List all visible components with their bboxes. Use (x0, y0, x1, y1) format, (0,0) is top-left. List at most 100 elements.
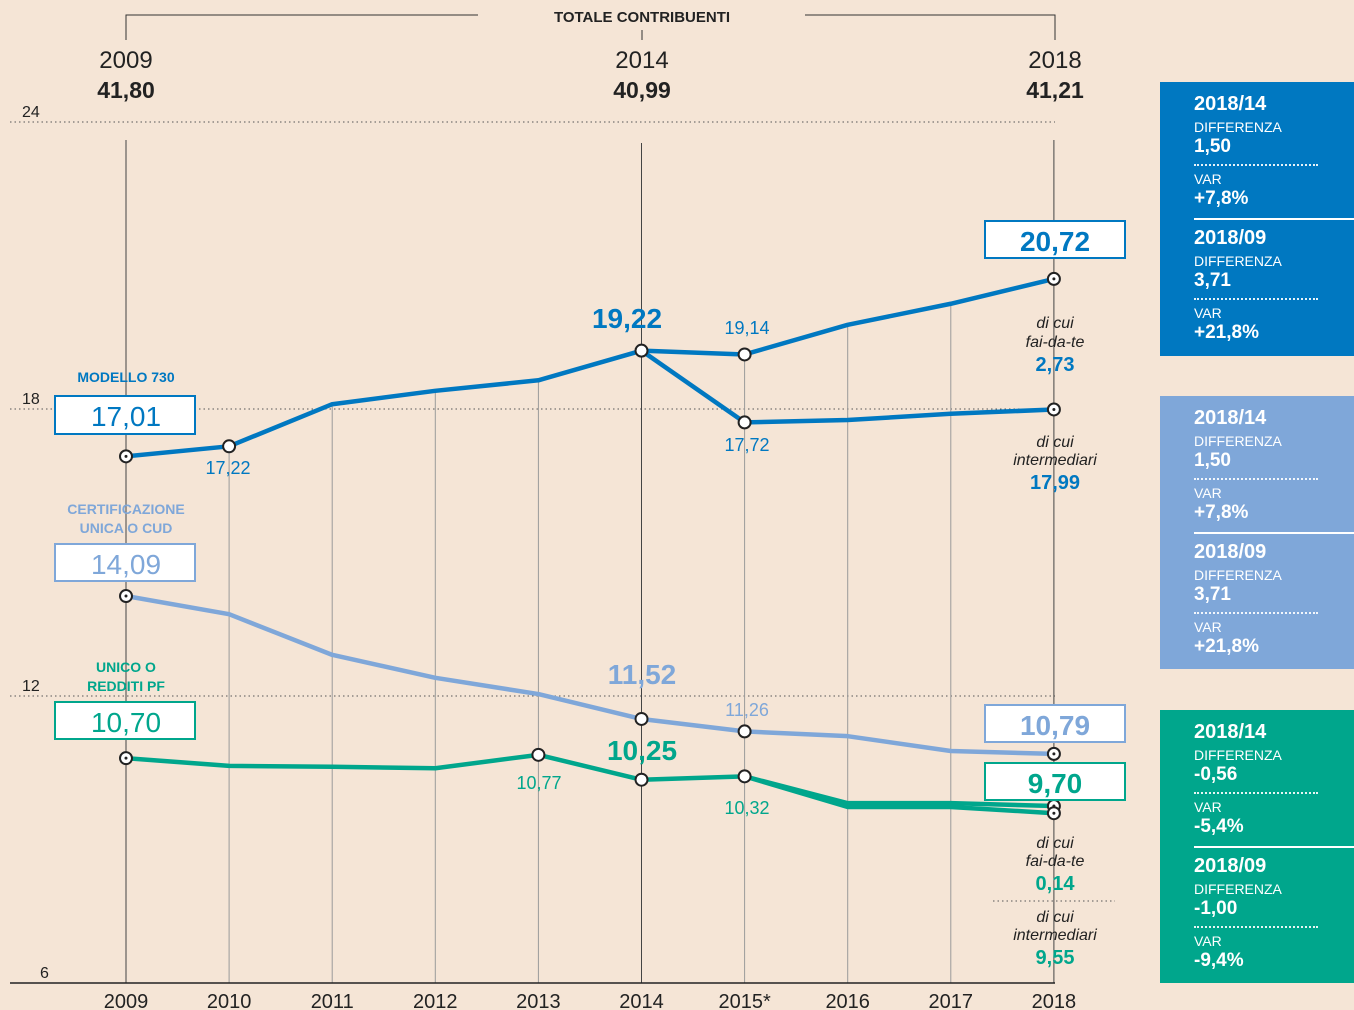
panel-dotted-divider (1194, 164, 1318, 166)
modello730-end-value: 20,72 (1020, 226, 1090, 257)
data-point (634, 711, 649, 726)
panel-var-value: +21,8% (1194, 636, 1259, 657)
unico-faidate-label: fai-da-te (1026, 853, 1085, 870)
panel-var-label: VAR (1194, 933, 1222, 949)
panel-var-label: VAR (1194, 305, 1222, 321)
series-line-1 (640, 348, 1054, 425)
x-tick-label: 2016 (825, 991, 870, 1010)
unico-end-value: 9,70 (1028, 768, 1083, 799)
cud-start-value: 14,09 (91, 549, 161, 580)
data-point-center (1052, 811, 1056, 815)
data-point (737, 769, 752, 784)
data-point-center (124, 756, 128, 760)
panel-group: 2018/14 DIFFERENZA -0,56 VAR -5,4% (1194, 720, 1318, 838)
unico-2014-value: 10,25 (607, 735, 677, 766)
data-point (531, 747, 546, 762)
panel-dotted-divider (1194, 926, 1318, 928)
y-tick-18: 18 (22, 391, 40, 408)
x-tick-label: 2015* (718, 991, 770, 1010)
header-year-2009: 2009 (99, 47, 152, 74)
panel-diff-label: DIFFERENZA (1194, 881, 1282, 897)
series-line-0 (125, 276, 1055, 459)
data-point (634, 772, 649, 787)
panel-diff-value: 1,50 (1194, 136, 1231, 157)
data-point (737, 347, 752, 362)
modello730-intermediari-value: 17,99 (1030, 472, 1080, 494)
y-tick-12: 12 (22, 678, 40, 695)
data-point-center (124, 594, 128, 598)
panel-period: 2018/14 (1194, 721, 1267, 743)
data-point (222, 439, 237, 454)
header-year-2018: 2018 (1028, 47, 1081, 74)
data-point (737, 724, 752, 739)
y-tick-6: 6 (40, 965, 49, 982)
panel-diff-label: DIFFERENZA (1194, 433, 1282, 449)
data-point-center (124, 454, 128, 458)
x-axis-labels: 2009 2010 2011 2012 2013 2014 2015* 2016 2017 201… (104, 991, 1076, 1010)
series-lines (125, 276, 1055, 816)
unico-label-line2: REDDITI PF (87, 678, 165, 694)
unico-intermediari-label: intermediari (1013, 927, 1097, 944)
panel-diff-value: -0,56 (1194, 764, 1238, 785)
panel-group: 2018/09 DIFFERENZA 3,71 VAR +21,8% (1194, 540, 1318, 658)
x-tick-label: 2012 (413, 991, 458, 1010)
x-tick-label: 2011 (311, 991, 354, 1010)
panel-diff-value: -1,00 (1194, 898, 1238, 919)
panel-modello730: 2018/14 DIFFERENZA 1,50 VAR +7,8% 2018/09 DIFF… (1160, 82, 1354, 356)
panel-var-value: +21,8% (1194, 322, 1259, 343)
modello730-2015-intermediari-value: 17,72 (724, 435, 769, 455)
panel-diff-label: DIFFERENZA (1194, 747, 1282, 763)
panel-cud: 2018/14 DIFFERENZA 1,50 VAR +7,8% 2018/09 DIFF… (1160, 396, 1354, 669)
panel-diff-value: 3,71 (1194, 270, 1231, 291)
data-point-center (1052, 407, 1056, 411)
unico-2013-value: 10,77 (516, 773, 561, 793)
cud-2014-value: 11,52 (608, 659, 677, 690)
unico-start-value: 10,70 (91, 707, 161, 738)
unico-intermediari-value: 9,55 (1036, 947, 1075, 969)
x-tick-label: 2010 (207, 991, 252, 1010)
modello730-2015-value: 19,14 (724, 318, 769, 338)
panel-diff-value: 1,50 (1194, 450, 1231, 471)
x-tick-label: 2014 (619, 991, 664, 1010)
markers (119, 271, 1061, 821)
unico-start-box (54, 701, 196, 740)
panel-dotted-divider (1194, 298, 1318, 300)
panel-var-label: VAR (1194, 799, 1222, 815)
header-total-2014: 40,99 (613, 77, 671, 103)
panel-diff-label: DIFFERENZA (1194, 253, 1282, 269)
panel-group: 2018/09 DIFFERENZA 3,71 VAR +21,8% (1194, 226, 1318, 344)
panel-dotted-divider (1194, 792, 1318, 794)
header-title: TOTALE CONTRIBUENTI (554, 9, 730, 26)
panel-diff-label: DIFFERENZA (1194, 567, 1282, 583)
panel-dotted-divider (1194, 478, 1318, 480)
panel-diff-value: 3,71 (1194, 584, 1231, 605)
x-tick-label: 2017 (929, 991, 974, 1010)
cud-start-box (54, 543, 196, 582)
data-point-center (1052, 277, 1056, 281)
modello730-intermediari-label: intermediari (1013, 452, 1097, 469)
panel-separator (1194, 532, 1354, 534)
modello730-dicui-1: di cui (1036, 315, 1074, 332)
cud-2015-value: 11,26 (725, 700, 769, 720)
data-point (737, 415, 752, 430)
panel-var-label: VAR (1194, 619, 1222, 635)
unico-end-box (984, 762, 1126, 801)
data-point-center (1052, 752, 1056, 756)
panel-separator (1194, 846, 1354, 848)
x-tick-label: 2009 (104, 991, 149, 1010)
unico-dicui-2: di cui (1036, 909, 1074, 926)
modello730-dicui-2: di cui (1036, 434, 1074, 451)
header-bracket (125, 14, 1056, 40)
header-total-2009: 41,80 (97, 77, 155, 103)
panel-period: 2018/09 (1194, 541, 1267, 563)
panel-period: 2018/14 (1194, 407, 1267, 429)
series-line-4 (743, 774, 1055, 816)
panel-dotted-divider (1194, 612, 1318, 614)
unico-faidate-value: 0,14 (1036, 873, 1076, 895)
panel-period: 2018/09 (1194, 855, 1267, 877)
modello730-faidate-label: fai-da-te (1026, 334, 1085, 351)
cud-end-value: 10,79 (1020, 710, 1090, 741)
panel-unico: 2018/14 DIFFERENZA -0,56 VAR -5,4% 2018/09 DIF… (1160, 710, 1354, 983)
data-point (634, 343, 649, 358)
